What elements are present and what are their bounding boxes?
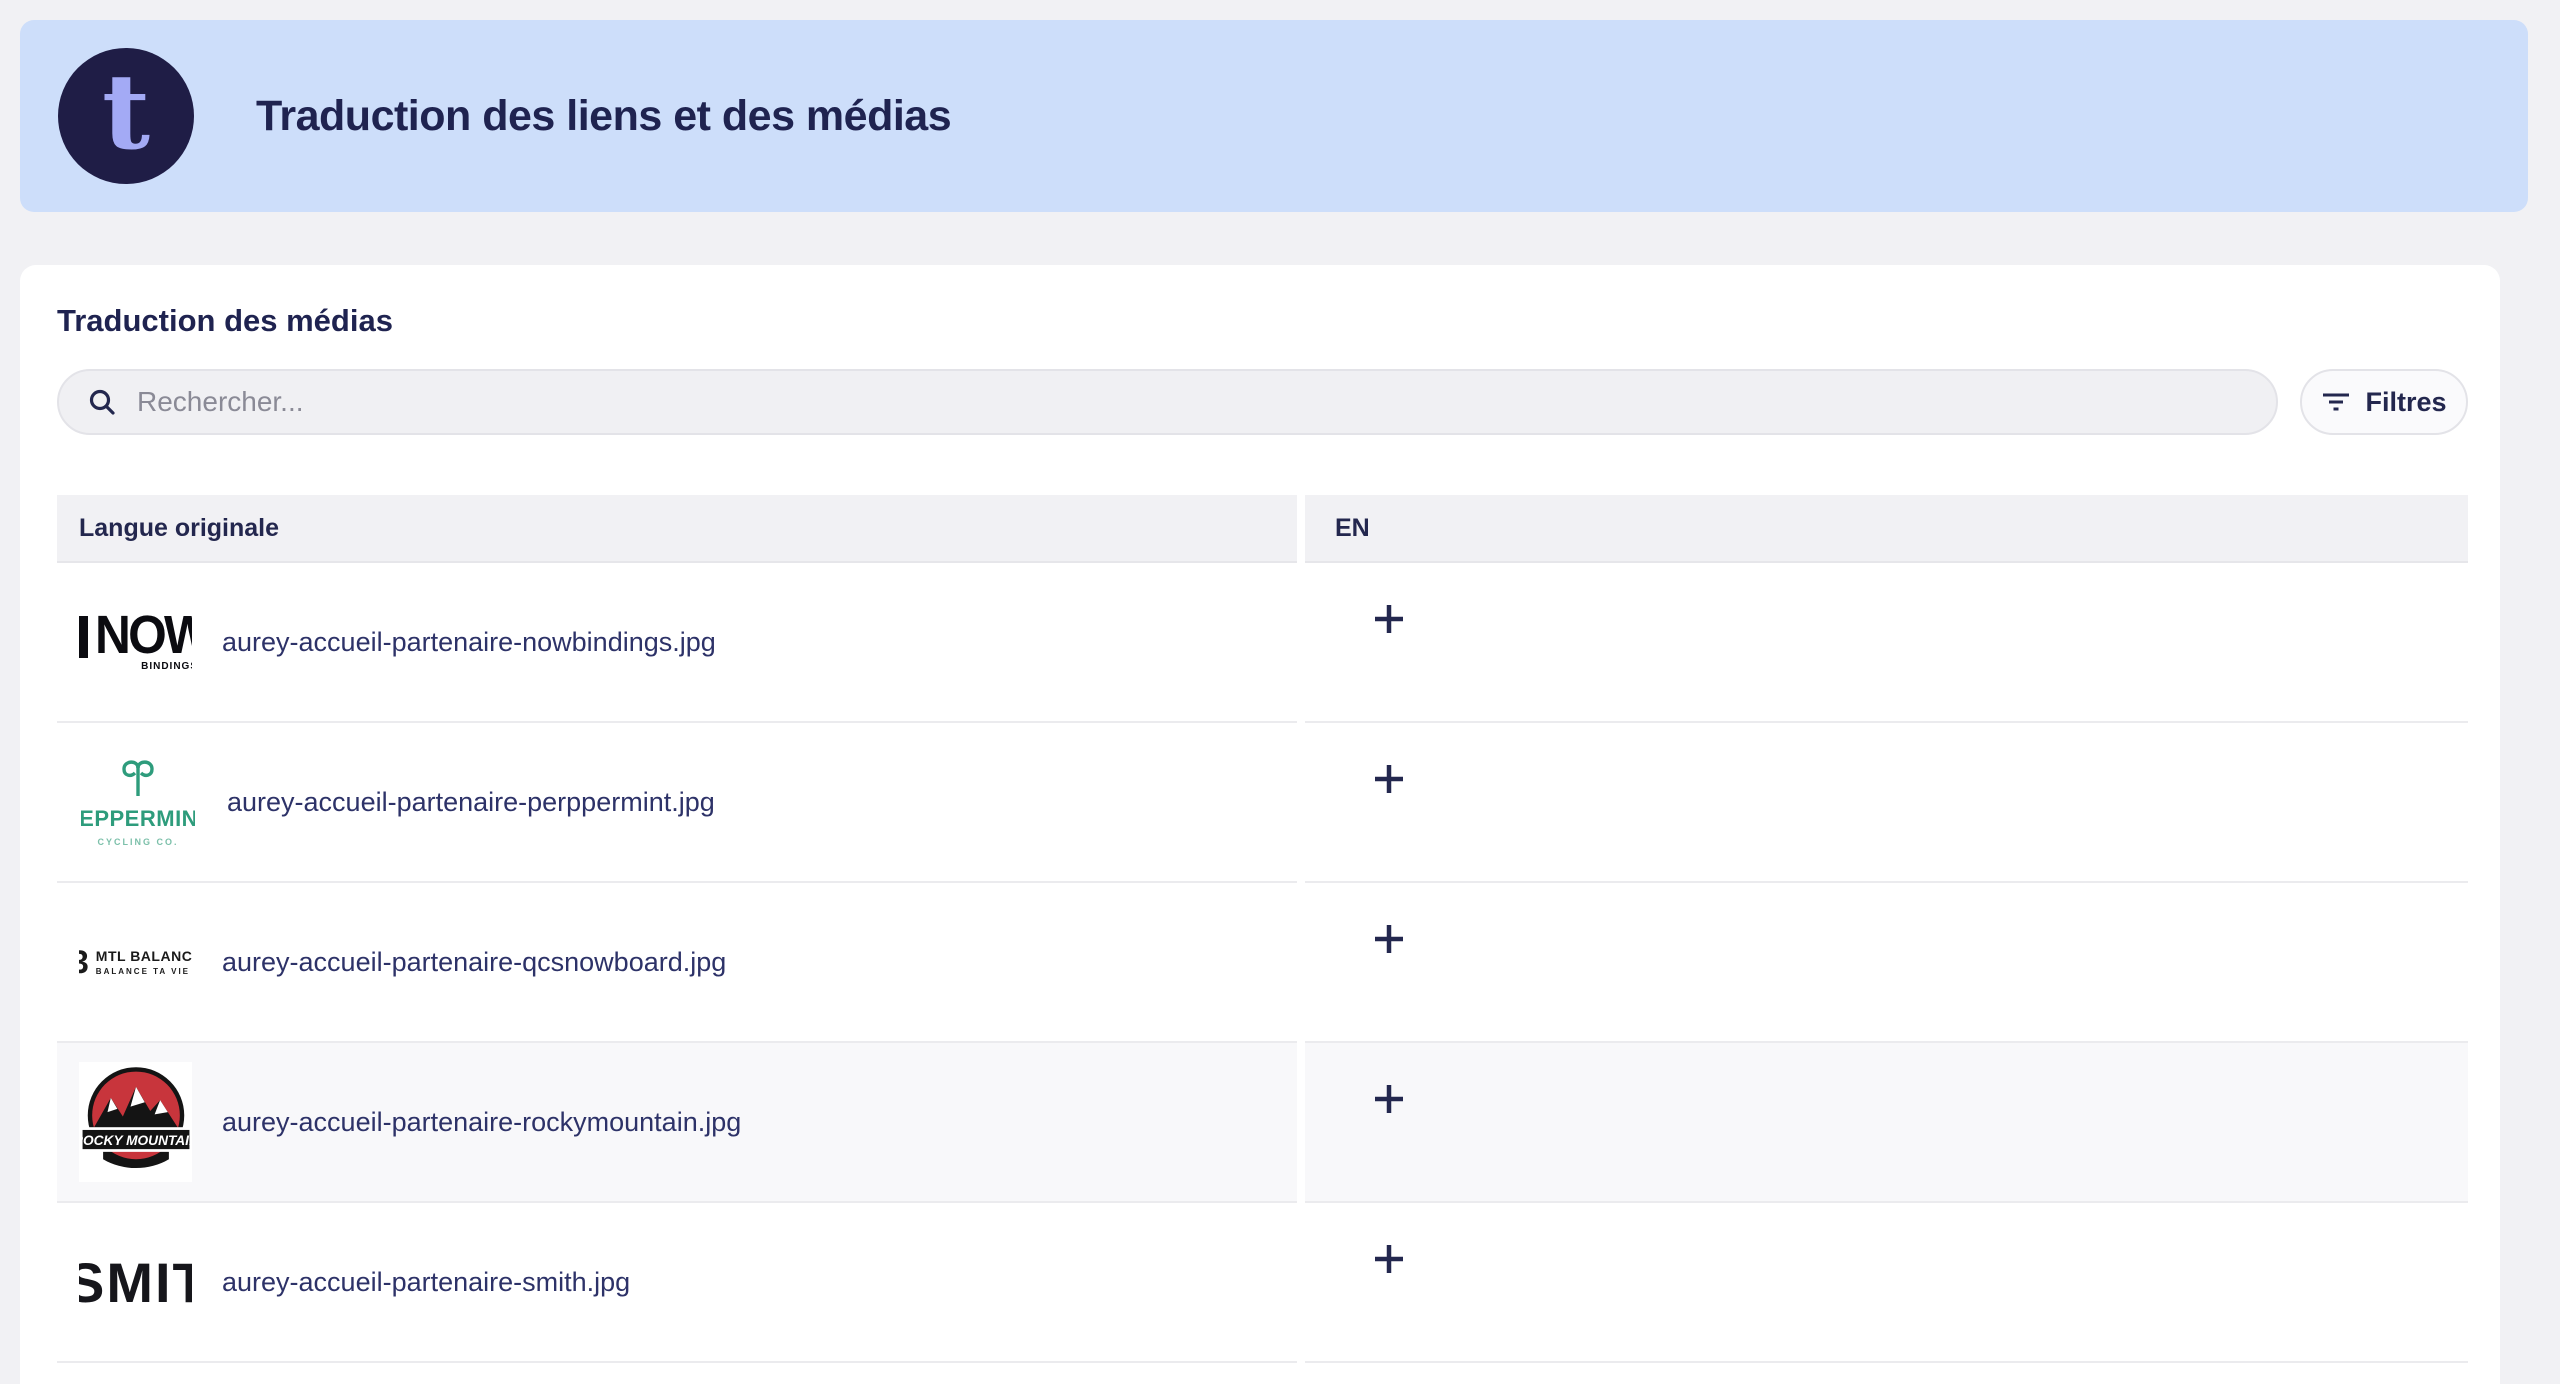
media-table: Langue originale EN NOW BINDINGS aurey-a… [57, 495, 2468, 1363]
peppermint-glyph [122, 759, 154, 796]
media-filename: aurey-accueil-partenaire-rockymountain.j… [222, 1106, 742, 1137]
filters-button-label: Filtres [2365, 386, 2447, 417]
now-bindings-logo: NOW BINDINGS [79, 610, 192, 674]
add-translation-button[interactable] [1367, 1077, 1411, 1121]
table-row: 3 MTL BALANCE BOARD BALANCE TA VIE aurey… [57, 883, 2468, 1043]
filter-icon [2323, 393, 2350, 411]
mtl-balance-board-logo: 3 MTL BALANCE BOARD BALANCE TA VIE [79, 937, 192, 987]
column-header-en: EN [1305, 495, 2468, 563]
add-translation-button[interactable] [1367, 757, 1411, 801]
table-row: NOW BINDINGS aurey-accueil-partenaire-no… [57, 563, 2468, 723]
search-input[interactable] [137, 386, 2248, 418]
add-translation-button[interactable] [1367, 597, 1411, 641]
plus-icon [1375, 605, 1403, 633]
rocky-mountain-badge: ROCKY MOUNTAIN [80, 1067, 191, 1169]
plus-icon [1375, 925, 1403, 953]
plus-icon [1375, 1085, 1403, 1113]
tumblr-t-glyph: t [101, 50, 151, 173]
column-header-original: Langue originale [57, 495, 1297, 563]
table-row: SMITH aurey-accueil-partenaire-smith.jpg [57, 1203, 2468, 1363]
add-translation-button[interactable] [1367, 1237, 1411, 1281]
tumblr-logo-icon: t [58, 48, 194, 184]
media-filename: aurey-accueil-partenaire-perppermint.jpg [227, 786, 715, 817]
media-filename: aurey-accueil-partenaire-nowbindings.jpg [222, 626, 716, 657]
search-icon [89, 389, 115, 415]
page-header-banner: t Traduction des liens et des médias [20, 20, 2528, 212]
plus-icon [1375, 1245, 1403, 1273]
table-row: ROCKY MOUNTAIN aurey-accueil-partenaire-… [57, 1043, 2468, 1203]
page-title: Traduction des liens et des médias [256, 91, 952, 140]
media-filename: aurey-accueil-partenaire-smith.jpg [222, 1266, 631, 1297]
section-title: Traduction des médias [57, 303, 393, 338]
rocky-mountain-logo: ROCKY MOUNTAIN [79, 1062, 192, 1182]
svg-text:ROCKY MOUNTAIN: ROCKY MOUNTAIN [81, 1133, 191, 1148]
add-translation-button[interactable] [1367, 917, 1411, 961]
peppermint-cycling-logo: PEPPERMINT CYCLING CO. [79, 745, 197, 859]
media-translation-card: Traduction des médias Filtres Langue ori… [20, 265, 2500, 1384]
smith-logo: SMITH [79, 1254, 192, 1310]
table-header-row: Langue originale EN [57, 495, 2468, 563]
table-body: NOW BINDINGS aurey-accueil-partenaire-no… [57, 563, 2468, 1363]
plus-icon [1375, 765, 1403, 793]
filters-button[interactable]: Filtres [2300, 369, 2468, 435]
table-row: PEPPERMINT CYCLING CO. aurey-accueil-par… [57, 723, 2468, 883]
toolbar: Filtres [57, 369, 2468, 435]
media-filename: aurey-accueil-partenaire-qcsnowboard.jpg [222, 946, 727, 977]
search-bar [57, 369, 2278, 435]
